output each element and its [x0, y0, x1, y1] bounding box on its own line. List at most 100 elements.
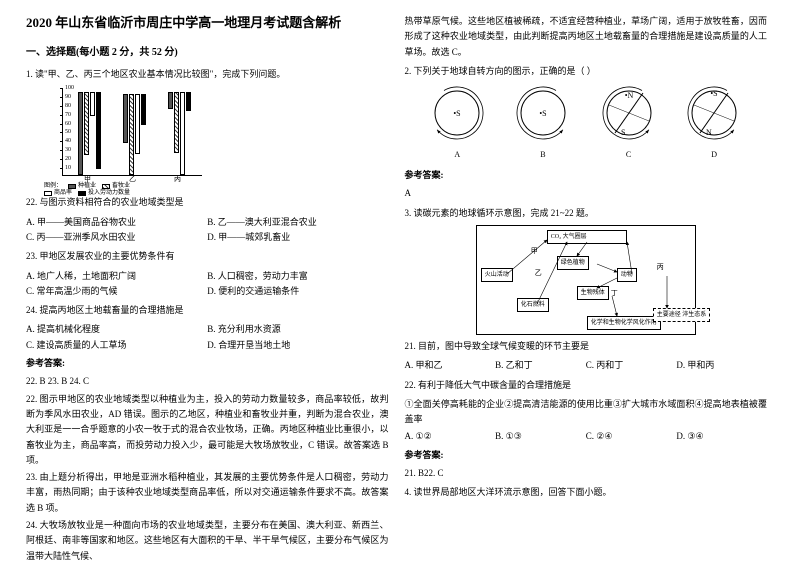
y-tick-label: 60 [65, 118, 71, 128]
q24-opt-b: B. 充分利用水资源 [207, 322, 388, 337]
q22-options: A. 甲——美国商品谷物农业 B. 乙——澳大利亚混合农业 C. 丙——亚洲季风… [26, 215, 389, 246]
diagram-node-co2: CO₂ 大气圈层 [547, 230, 627, 244]
q22-opt-c: C. 丙——亚洲季风水田农业 [26, 230, 207, 245]
diagram-node-animal: 动物 [617, 268, 637, 282]
y-tick-label: 40 [65, 136, 71, 146]
diagram-node-chem: 化学和生物化学风化作用 [587, 316, 661, 330]
diagram-node-eco: 主要途径 淬生态系 [653, 308, 711, 322]
q22-opt-d: D. 甲——城郊乳畜业 [207, 230, 388, 245]
x-label: 丙 [174, 174, 181, 186]
q23-opt-a: A. 地广人稀，土地面积广阔 [26, 269, 207, 284]
q21-opt-c: C. 丙和丁 [586, 358, 677, 373]
q21-opt-d: D. 甲和丙 [676, 358, 767, 373]
bar [141, 94, 146, 125]
answer-label-2: 参考答案: [405, 168, 768, 183]
ans-2: A [405, 186, 768, 201]
svg-text:•N: •N [624, 91, 633, 100]
diagram-node-plant: 绿色植物 [557, 256, 589, 270]
q24-opt-c: C. 建设高质量的人工草场 [26, 338, 207, 353]
diagram-node-volcano: 火山活动 [481, 268, 513, 282]
explain-24: 24. 大牧场放牧业是一种面向市场的农业地域类型，主要分布在美国、澳大利亚、新西… [26, 518, 389, 564]
q22-opt-b: B. 乙——澳大利亚混合农业 [207, 215, 388, 230]
y-tick-label: 90 [65, 92, 71, 102]
y-tick-label: 10 [65, 162, 71, 172]
circle-label: D [686, 148, 742, 162]
bar-group [123, 94, 146, 175]
bar [180, 92, 185, 176]
rotation-circles: •S A •S B •N S C •S N D [405, 85, 768, 162]
y-tick-label: 30 [65, 145, 71, 155]
q22b-opt-b: B. ①③ [495, 429, 586, 444]
bar-chart: 102030405060708090100甲乙丙 图例：种植业畜牧业商品率投入劳… [44, 86, 214, 191]
y-tick-label: 20 [65, 154, 71, 164]
svg-text:N: N [706, 128, 712, 137]
section-1-header: 一、选择题(每小题 2 分，共 52 分) [26, 44, 389, 61]
q23-opt-b: B. 人口稠密，劳动力丰富 [207, 269, 388, 284]
y-tick-label: 50 [65, 127, 71, 137]
explain-22: 22. 图示甲地区的农业地域类型以种植业为主，投入的劳动力数量较多，商品率较低，… [26, 392, 389, 468]
q22-opt-a: A. 甲——美国商品谷物农业 [26, 215, 207, 230]
q22-stem: 22. 与图示资料相符合的农业地域类型是 [26, 195, 389, 210]
para-top: 热带草原气候。这些地区植被稀疏，不适宜经营种植业，草场广阔，适用于放牧牲畜，因而… [405, 14, 768, 60]
q3-stem: 3. 读碳元素的地球循环示意图，完成 21~22 题。 [405, 206, 768, 221]
y-tick-label: 100 [65, 83, 74, 93]
q22b-opt-d: D. ③④ [676, 429, 767, 444]
q23-opt-d: D. 便利的交通运输条件 [207, 284, 388, 299]
q24-options: A. 提高机械化程度 B. 充分利用水资源 C. 建设高质量的人工草场 D. 合… [26, 322, 389, 353]
q21-options: A. 甲和乙 B. 乙和丁 C. 丙和丁 D. 甲和丙 [405, 358, 768, 373]
bar-group [168, 92, 191, 176]
diagram-arrow-label: 甲 [531, 246, 538, 258]
q22b-stem: 22. 有利于降低大气中碳含量的合理措施是 [405, 378, 768, 393]
svg-text:•S: •S [711, 89, 718, 98]
bar-group [78, 92, 101, 176]
svg-text:•S: •S [454, 109, 461, 118]
circle-label: C [601, 148, 657, 162]
bar [135, 94, 140, 154]
diagram-node-org: 生物残体 [577, 286, 609, 300]
left-column: 2020 年山东省临沂市周庄中学高一地理月考试题含解析 一、选择题(每小题 2 … [18, 12, 397, 549]
bar [78, 92, 83, 176]
q23-opt-c: C. 常年高温少雨的气候 [26, 284, 207, 299]
bar [90, 92, 95, 117]
q22b-options: A. ①② B. ①③ C. ②④ D. ③④ [405, 429, 768, 444]
q24-opt-a: A. 提高机械化程度 [26, 322, 207, 337]
svg-text:•S: •S [539, 109, 546, 118]
diagram-arrow-label: 乙 [535, 268, 542, 280]
diagram-arrow-label: 丙 [657, 262, 664, 274]
q2-stem: 2. 下列关于地球自转方向的图示，正确的是（ ） [405, 64, 768, 79]
ans-21-22: 21. B22. C [405, 466, 768, 481]
q24-opt-d: D. 合理开垦当地土地 [207, 338, 388, 353]
q21-stem: 21. 目前，图中导致全球气候变暖的环节主要是 [405, 339, 768, 354]
q21-opt-b: B. 乙和丁 [495, 358, 586, 373]
q22b-opt-c: C. ②④ [586, 429, 677, 444]
legend-item: 投入劳动力数量 [78, 190, 130, 197]
carbon-cycle-diagram: CO₂ 大气圈层绿色植物动物生物残体火山活动化石燃料化学和生物化学风化作用主要途… [476, 225, 696, 335]
bar [96, 92, 101, 169]
svg-text:S: S [621, 128, 625, 137]
circle-label: A [429, 148, 485, 162]
diagram-arrow-label: 丁 [611, 288, 618, 300]
legend-item: 商品率 [44, 190, 72, 197]
rotation-circle-c: •N S C [601, 85, 657, 162]
q21-opt-a: A. 甲和乙 [405, 358, 496, 373]
bar [129, 94, 134, 175]
chart-legend: 图例：种植业畜牧业商品率投入劳动力数量 [44, 183, 130, 197]
bar [186, 92, 191, 111]
answer-label-1: 参考答案: [26, 356, 389, 371]
bar [123, 94, 128, 142]
answer-label-3: 参考答案: [405, 448, 768, 463]
ans-22-24: 22. B 23. B 24. C [26, 374, 389, 389]
doc-title: 2020 年山东省临沂市周庄中学高一地理月考试题含解析 [26, 12, 389, 34]
right-column: 热带草原气候。这些地区植被稀疏，不适宜经营种植业，草场广阔，适用于放牧牲畜，因而… [397, 12, 776, 549]
bar [84, 92, 89, 155]
x-label: 乙 [129, 174, 136, 186]
q24-stem: 24. 提高丙地区土地载畜量的合理措施是 [26, 303, 389, 318]
explain-23: 23. 由上题分析得出，甲地是亚洲水稻种植业，其发展的主要优势条件是人口稠密，劳… [26, 470, 389, 516]
circle-label: B [515, 148, 571, 162]
y-tick-label: 70 [65, 110, 71, 120]
rotation-circle-d: •S N D [686, 85, 742, 162]
rotation-circle-b: •S B [515, 85, 571, 162]
y-tick-label: 80 [65, 101, 71, 111]
bar [174, 92, 179, 154]
chart-axes: 102030405060708090100甲乙丙 [62, 88, 202, 176]
